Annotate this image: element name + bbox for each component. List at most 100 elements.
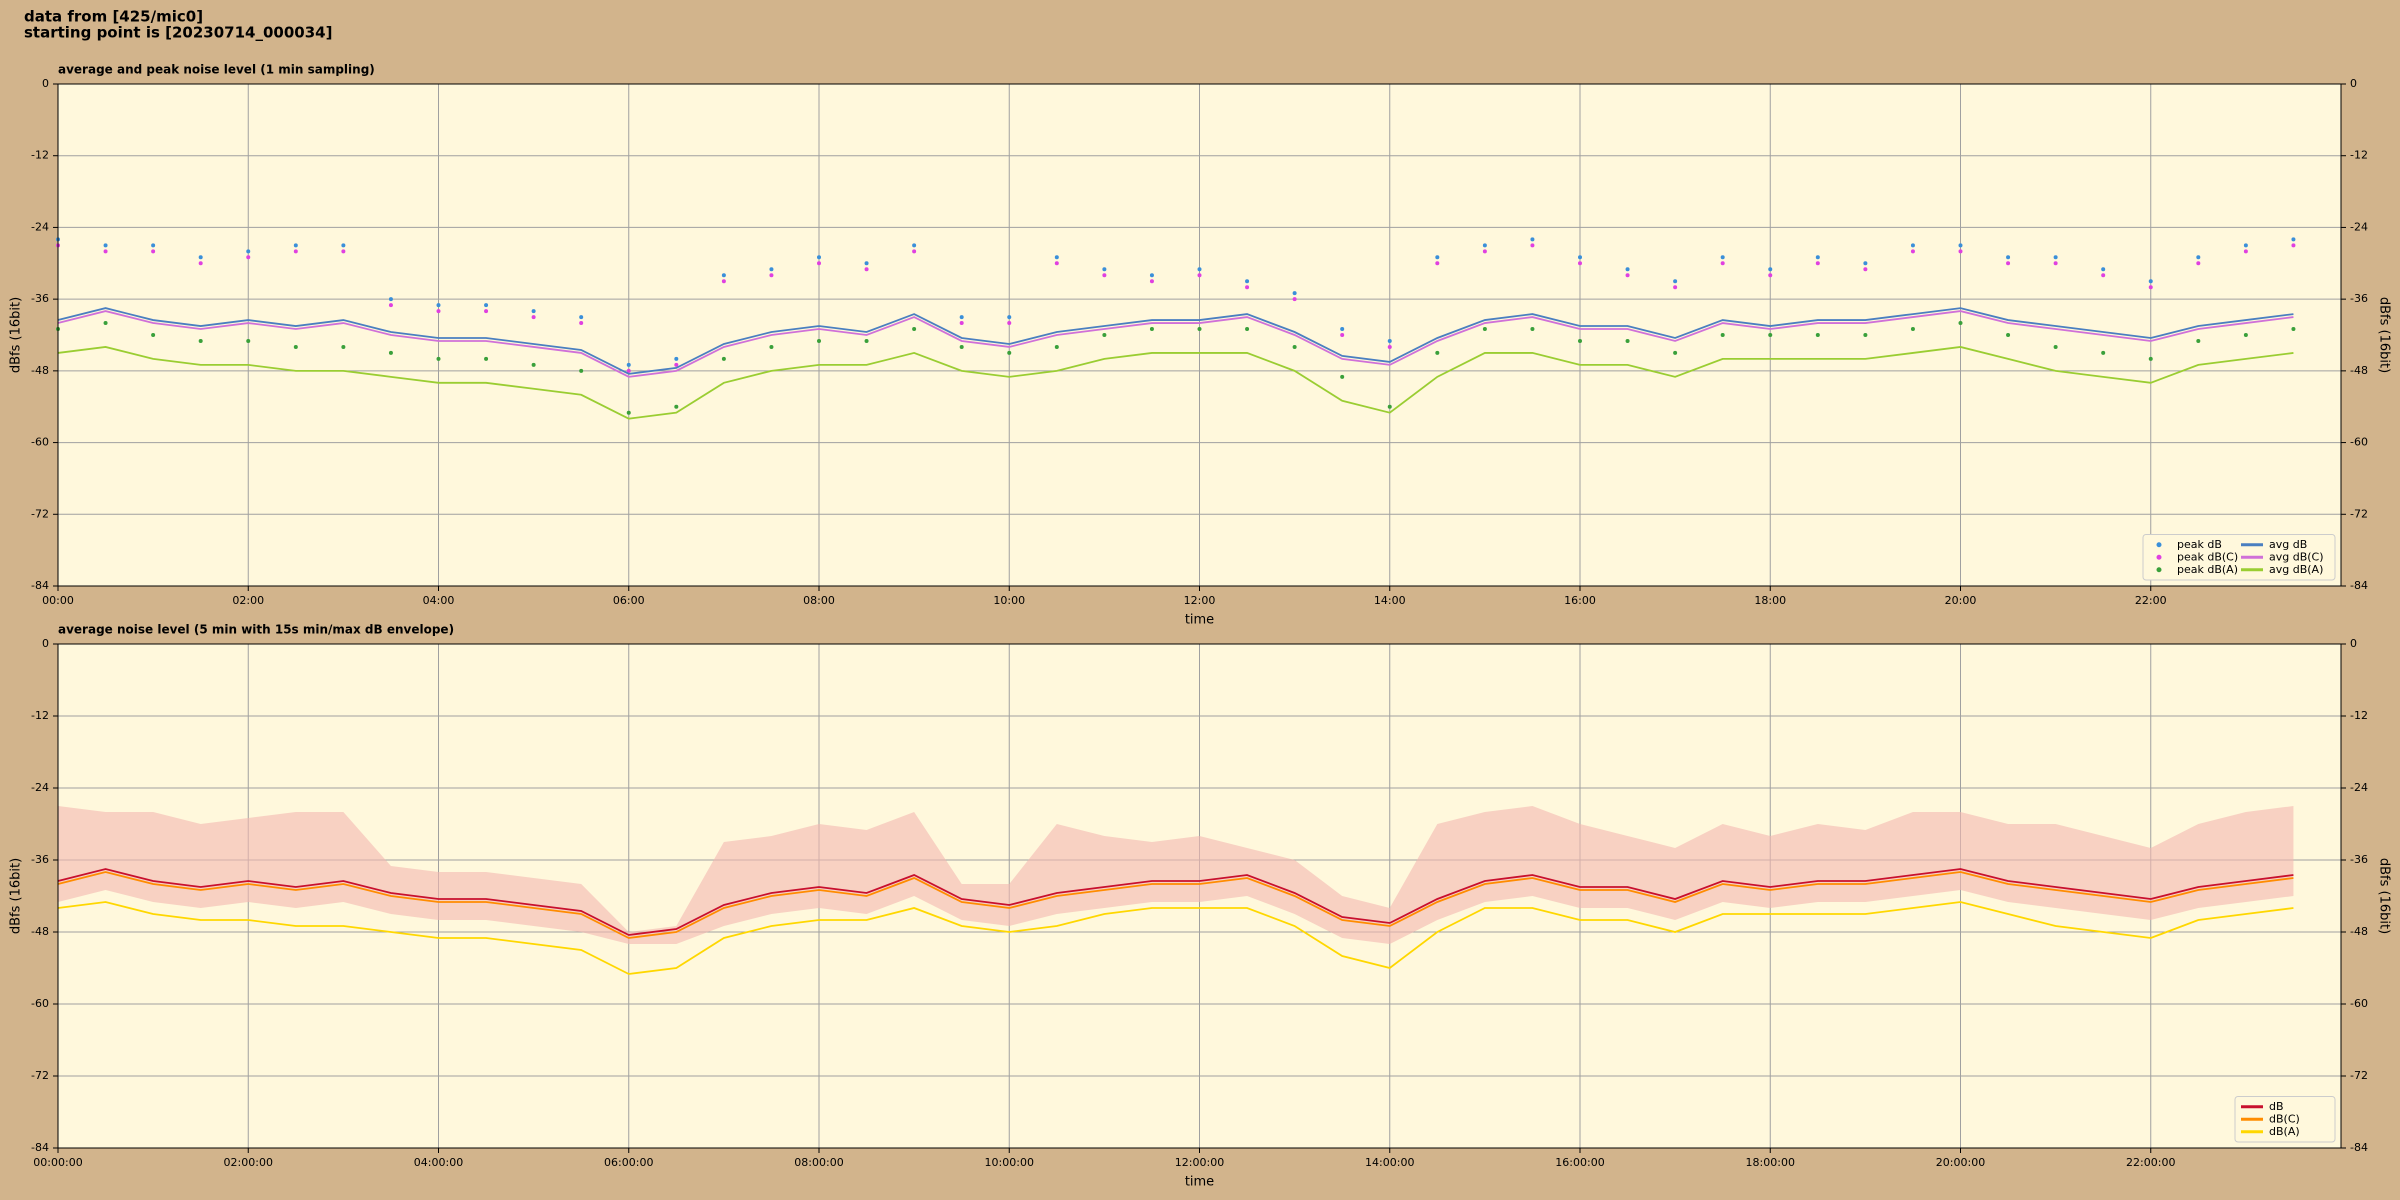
peak-point	[484, 356, 489, 361]
y-tick-label: -60	[31, 997, 49, 1010]
peak-point	[817, 255, 821, 260]
peak-point	[2006, 255, 2011, 260]
peak-point	[246, 338, 251, 343]
peak-point	[2148, 279, 2153, 284]
peak-point	[436, 356, 441, 361]
peak-point	[531, 362, 536, 367]
peak-point	[626, 368, 631, 373]
peak-point	[151, 243, 156, 248]
peak-point	[912, 243, 917, 248]
peak-point	[769, 267, 774, 272]
peak-point	[1435, 350, 1440, 355]
peak-point	[1387, 338, 1392, 343]
x-axis-label: time	[1185, 1175, 1214, 1190]
y-tick-label: -24	[31, 781, 49, 794]
peak-point	[1530, 243, 1535, 248]
peak-point	[2196, 338, 2201, 343]
peak-point	[1815, 255, 1820, 260]
peak-point	[579, 368, 584, 373]
y-tick-label: -72	[2350, 507, 2368, 520]
peak-point	[2243, 333, 2248, 337]
peak-point	[769, 273, 774, 278]
x-tick-label: 12:00	[1184, 594, 1216, 607]
y-axis-label: dBfs (16bit)	[9, 297, 24, 373]
legend-marker	[2156, 542, 2162, 548]
peak-point	[1815, 261, 1820, 266]
y-axis-label: dBfs (16bit)	[9, 858, 24, 934]
x-tick-label: 02:00:00	[224, 1156, 273, 1169]
peak-point	[2101, 273, 2106, 278]
peak-point	[2291, 243, 2296, 248]
y-tick-label: -48	[2350, 364, 2368, 377]
legend-label: avg dB(C)	[2269, 550, 2324, 563]
peak-point	[341, 344, 346, 349]
peak-point	[1958, 243, 1963, 248]
peak-point	[293, 249, 298, 254]
peak-point	[1340, 333, 1345, 337]
peak-point	[1340, 327, 1345, 332]
peak-point	[1578, 255, 1582, 260]
y-tick-label: -36	[2350, 292, 2368, 305]
y-tick-label: -36	[2350, 853, 2368, 866]
y-tick-label: -84	[2350, 1141, 2368, 1154]
x-tick-label: 04:00	[423, 594, 455, 607]
peak-point	[959, 321, 964, 326]
legend-label: peak dB(A)	[2177, 563, 2238, 576]
legend-box	[2142, 534, 2336, 581]
x-tick-label: 16:00:00	[1555, 1156, 1604, 1169]
x-tick-label: 00:00	[42, 594, 74, 607]
header-line: data from [425/mic0]	[24, 8, 203, 26]
y-tick-label: -84	[31, 579, 49, 592]
y-tick-label: -36	[31, 292, 49, 305]
peak-point	[674, 356, 679, 361]
peak-point	[1863, 267, 1868, 272]
peak-point	[341, 243, 346, 248]
peak-point	[2006, 333, 2011, 337]
y-tick-label: -48	[31, 364, 49, 377]
peak-point	[959, 344, 964, 349]
peak-point	[674, 362, 679, 367]
peak-point	[1625, 273, 1630, 278]
peak-point	[1625, 338, 1630, 343]
y-tick-label: -12	[31, 709, 49, 722]
peak-point	[1625, 267, 1630, 272]
peak-point	[436, 303, 441, 308]
peak-point	[198, 255, 203, 260]
peak-point	[1054, 255, 1059, 260]
peak-point	[817, 338, 821, 343]
legend-label: peak dB	[2177, 538, 2222, 551]
peak-point	[2243, 243, 2248, 248]
peak-point	[1102, 273, 1107, 278]
legend-label: peak dB(C)	[2177, 550, 2238, 563]
x-tick-label: 18:00:00	[1746, 1156, 1795, 1169]
peak-point	[1910, 243, 1915, 248]
header-line: starting point is [20230714_000034]	[24, 24, 332, 42]
legend-label: dB(C)	[2269, 1112, 2300, 1125]
peak-point	[1340, 374, 1345, 379]
peak-point	[2053, 344, 2058, 349]
series-line	[57, 868, 2294, 936]
y-tick-label: -48	[2350, 925, 2368, 938]
peak-point	[1292, 297, 1297, 302]
peak-point	[1673, 279, 1678, 284]
peak-point	[1482, 327, 1487, 332]
peak-point	[959, 315, 964, 320]
peak-point	[436, 309, 441, 314]
peak-point	[1197, 267, 1202, 272]
series-line	[57, 310, 2294, 378]
legend-label: dB(A)	[2269, 1125, 2300, 1138]
y-tick-label: 0	[2350, 637, 2357, 650]
peak-point	[1197, 273, 1202, 278]
y-tick-label: -72	[2350, 1069, 2368, 1082]
peak-point	[1815, 333, 1820, 337]
x-tick-label: 18:00	[1754, 594, 1786, 607]
y-tick-label: -60	[2350, 997, 2368, 1010]
peak-point	[2148, 356, 2153, 361]
peak-point	[2101, 350, 2106, 355]
peak-point	[1007, 350, 1012, 355]
peak-point	[1863, 333, 1868, 337]
peak-point	[1387, 344, 1392, 349]
peak-point	[1435, 261, 1440, 266]
plot-frame	[57, 643, 2342, 1149]
peak-point	[293, 243, 298, 248]
